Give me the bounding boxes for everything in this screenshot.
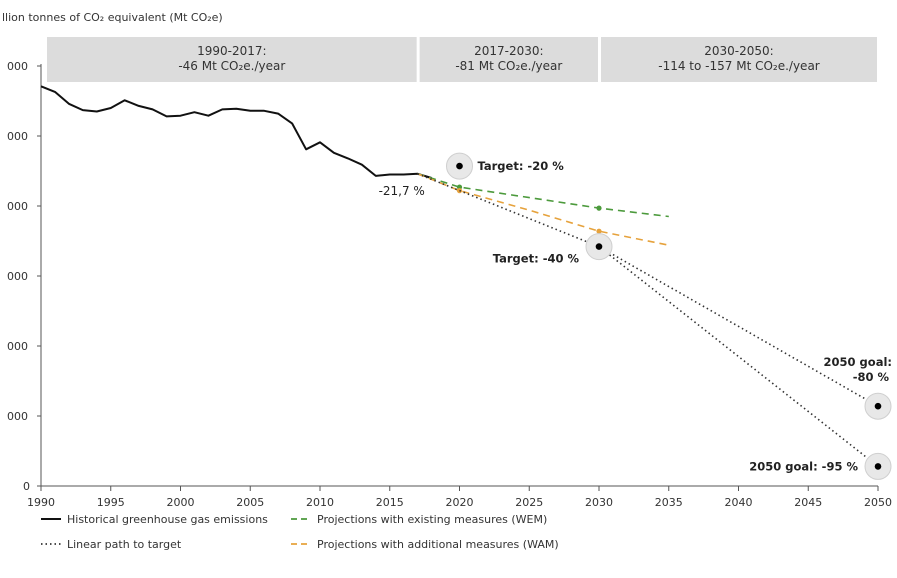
target-label: -80 %: [853, 370, 890, 384]
y-tick-label: 000: [7, 200, 28, 213]
target-point: [456, 162, 463, 170]
phase-box: [419, 37, 598, 82]
phase-label-period: 2030-2050:: [704, 44, 773, 58]
y-tick-label: 000: [7, 410, 28, 423]
legend-label: Projections with additional measures (WA…: [317, 538, 559, 551]
target-point: [874, 402, 882, 410]
y-tick-label: 000: [7, 60, 28, 73]
targets: Target: -20 % Target: -40 % 2050 goal:-80 …: [379, 152, 892, 480]
series: [40, 85, 879, 468]
legend-label: Projections with existing measures (WEM): [317, 513, 547, 526]
y-tick-label: 000: [7, 270, 28, 283]
series-line-3: [598, 245, 879, 468]
series-line-3: [417, 173, 879, 407]
x-tick-label: 2015: [376, 496, 404, 509]
y-tick-label: 000: [7, 340, 28, 353]
target-label: Target: -20 %: [478, 159, 565, 173]
phase-box: [47, 37, 417, 82]
legend-label: Historical greenhouse gas emissions: [67, 513, 268, 526]
series-point: [596, 205, 602, 211]
phase-label-period: 1990-2017:: [197, 44, 266, 58]
x-tick-label: 2005: [236, 496, 264, 509]
x-tick-label: 2040: [725, 496, 753, 509]
y-tick-label: 000: [7, 130, 28, 143]
phase-label-rate: -81 Mt CO₂e./year: [455, 59, 562, 73]
target-point: [595, 243, 603, 250]
y-tick-label: 0: [23, 480, 30, 493]
series-point: [596, 228, 602, 234]
x-tick-label: 2030: [585, 496, 613, 509]
series-line-1: [417, 173, 669, 218]
x-tick-label: 2045: [794, 496, 822, 509]
target-label: 2050 goal:: [824, 355, 892, 369]
x-tick-label: 2000: [167, 496, 195, 509]
x-tick-label: 2050: [864, 496, 892, 509]
legend: Historical greenhouse gas emissions Proje…: [41, 513, 559, 551]
x-tick-label: 1990: [27, 496, 55, 509]
x-tick-label: 2020: [446, 496, 474, 509]
phase-boxes: 1990-2017:-46 Mt CO₂e./year 2017-2030:-81…: [47, 37, 877, 82]
phase-label-rate: -46 Mt CO₂e./year: [178, 59, 285, 73]
series-line-0: [40, 85, 432, 179]
legend-label: Linear path to target: [67, 538, 182, 551]
phase-box: [601, 37, 877, 82]
phase-label-rate: -114 to -157 Mt CO₂e./year: [658, 59, 820, 73]
series-line-2: [417, 173, 669, 246]
x-tick-label: 2010: [306, 496, 334, 509]
target-label: Target: -40 %: [493, 252, 580, 266]
target-point: [874, 463, 882, 470]
target-label: 2050 goal: -95 %: [749, 459, 858, 473]
x-tick-label: 1995: [97, 496, 125, 509]
annotation-label: -21,7 %: [379, 184, 425, 198]
x-tick-label: 2025: [515, 496, 543, 509]
x-tick-label: 2035: [655, 496, 683, 509]
phase-label-period: 2017-2030:: [474, 44, 543, 58]
y-axis-label: llion tonnes of CO₂ equivalent (Mt CO₂e): [2, 11, 223, 24]
